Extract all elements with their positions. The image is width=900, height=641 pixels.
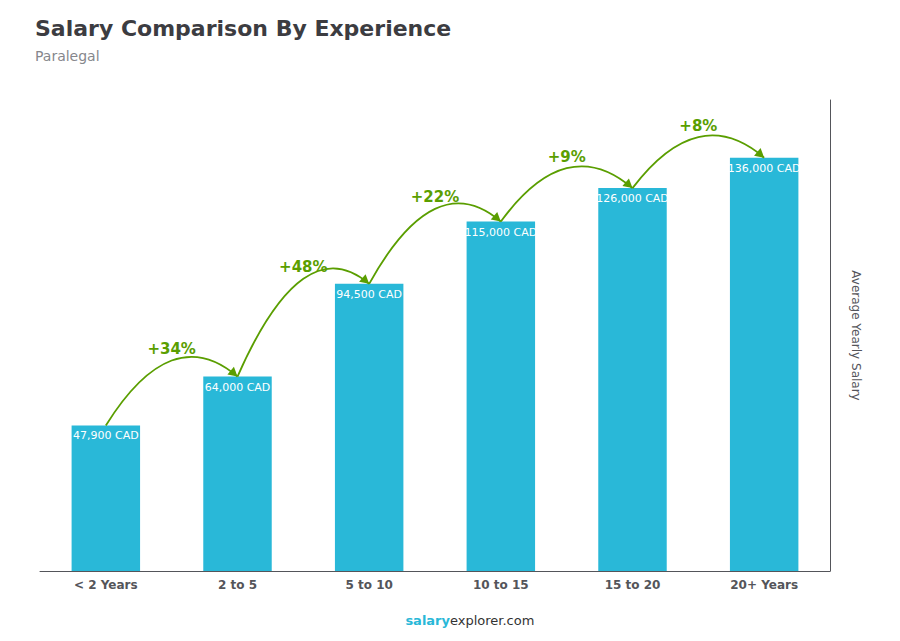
svg-text:126,000 CAD: 126,000 CAD (596, 192, 669, 205)
svg-text:Paralegal: Paralegal (35, 48, 100, 64)
svg-text:94,500 CAD: 94,500 CAD (336, 288, 402, 301)
svg-text:< 2 Years: < 2 Years (74, 578, 138, 592)
svg-text:5 to 10: 5 to 10 (345, 578, 392, 592)
svg-text:15 to 20: 15 to 20 (605, 578, 661, 592)
svg-text:2 to 5: 2 to 5 (218, 578, 257, 592)
svg-text:+22%: +22% (411, 188, 459, 206)
svg-text:+9%: +9% (548, 148, 586, 166)
svg-text:+34%: +34% (147, 340, 195, 358)
svg-text:64,000 CAD: 64,000 CAD (205, 381, 271, 394)
svg-text:Salary Comparison By Experienc: Salary Comparison By Experience (35, 16, 451, 41)
svg-text:47,900 CAD: 47,900 CAD (73, 429, 139, 442)
svg-text:20+ Years: 20+ Years (730, 578, 798, 592)
svg-text:+48%: +48% (279, 258, 327, 276)
svg-text:explorer.com: explorer.com (450, 613, 534, 628)
svg-text:115,000 CAD: 115,000 CAD (464, 226, 537, 239)
svg-text:salary: salary (405, 613, 450, 628)
svg-text:10 to 15: 10 to 15 (473, 578, 529, 592)
svg-text:Average Yearly Salary: Average Yearly Salary (849, 270, 863, 400)
svg-text:136,000 CAD: 136,000 CAD (728, 162, 801, 175)
svg-text:+8%: +8% (679, 117, 717, 135)
